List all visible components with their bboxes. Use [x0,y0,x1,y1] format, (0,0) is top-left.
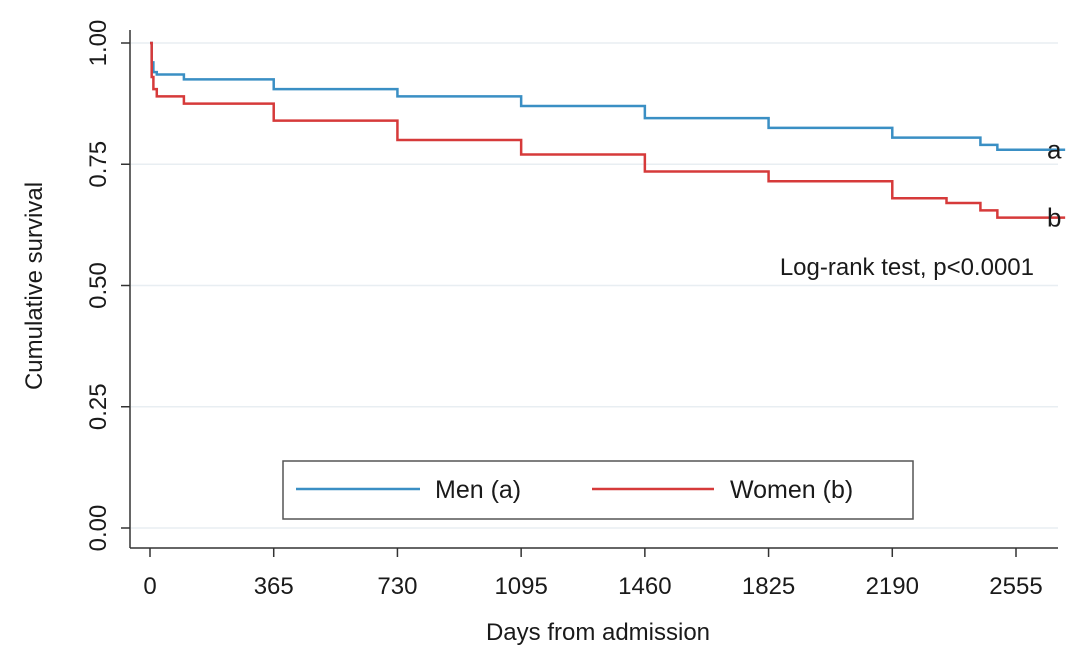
x-ticks: 0 365 730 1095 1460 1825 2190 2555 [143,548,1043,600]
series-end-labels: ab [1047,135,1062,233]
legend-label-1: Women (b) [730,476,853,504]
axes [129,30,1058,549]
x-tick-label-0: 0 [143,573,156,600]
y-ticks: 0.00 0.25 0.50 0.75 1.00 [85,20,130,552]
y-tick-label-4: 1.00 [85,20,112,67]
series-line-1 [150,41,1066,219]
annotation-logrank: Log-rank test, p<0.0001 [780,254,1034,281]
x-tick-label-1: 365 [254,573,294,600]
x-tick-label-6: 2190 [866,573,919,600]
series-lines [150,41,1066,219]
x-tick-label-2: 730 [377,573,417,600]
series-line-0 [150,41,1066,151]
y-tick-label-1: 0.25 [85,383,112,430]
x-tick-label-7: 2555 [989,573,1042,600]
y-tick-label-3: 0.75 [85,141,112,188]
legend: Men (a) Women (b) [282,460,914,520]
x-tick-label-4: 1460 [618,573,671,600]
x-axis-label: Days from admission [486,619,710,646]
y-axis-label: Cumulative survival [21,182,48,390]
y-tick-label-0: 0.00 [85,505,112,552]
series-end-label-1: b [1047,203,1061,233]
y-tick-label-2: 0.50 [85,262,112,309]
series-end-label-0: a [1047,135,1062,165]
legend-label-0: Men (a) [435,476,521,504]
x-tick-label-3: 1095 [494,573,547,600]
x-tick-label-5: 1825 [742,573,795,600]
gridlines [131,42,1058,529]
